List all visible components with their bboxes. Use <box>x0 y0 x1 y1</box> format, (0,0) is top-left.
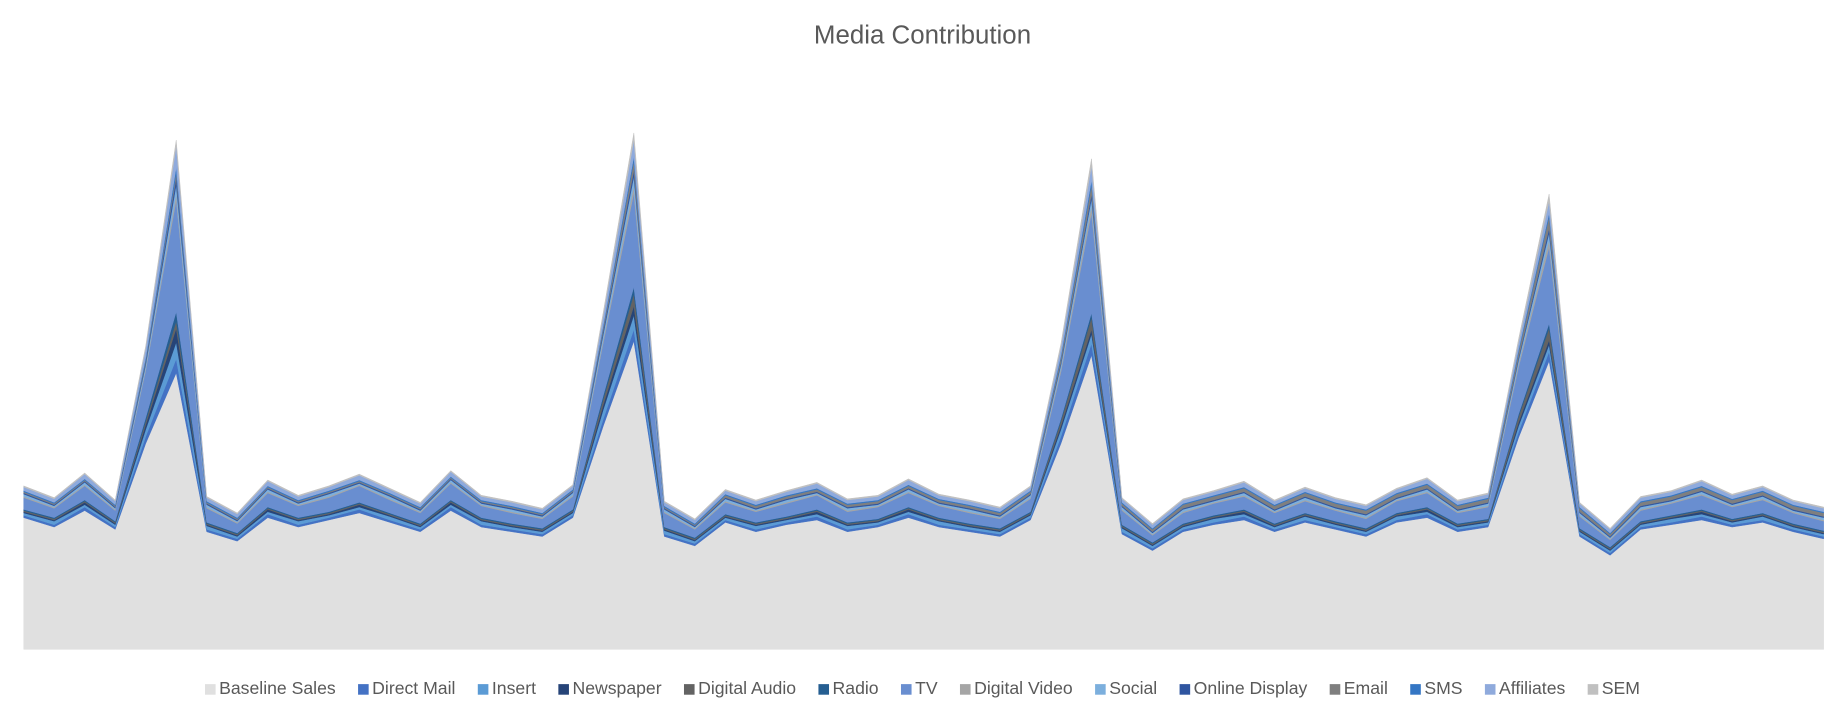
legend-swatch <box>1587 684 1599 695</box>
legend-text: SEM <box>1602 678 1640 698</box>
legend-text: Direct Mail <box>372 678 455 698</box>
legend-swatch <box>900 684 912 695</box>
area <box>23 132 1824 530</box>
legend-swatch <box>1179 684 1191 695</box>
legend-text: SMS <box>1424 678 1462 698</box>
legend: Baseline Sales Direct Mail Insert Newspaper… <box>205 678 1640 698</box>
legend-swatch <box>205 684 216 695</box>
legend-item: Social <box>1095 678 1157 698</box>
legend-item: Affiliates <box>1484 678 1566 698</box>
legend-swatch <box>558 684 569 695</box>
legend-swatch <box>477 684 489 695</box>
legend-text: Radio <box>833 678 879 698</box>
legend-text: Social <box>1109 678 1157 698</box>
legend-text: Online Display <box>1194 678 1308 698</box>
legend-item: Baseline Sales <box>205 678 336 698</box>
legend-text: Email <box>1344 678 1388 698</box>
legend-swatch <box>683 684 695 695</box>
legend-item: Radio <box>818 678 879 698</box>
legend-item: Email <box>1329 678 1388 698</box>
legend-text: Newspaper <box>572 678 661 698</box>
legend-text: Digital Video <box>974 678 1073 698</box>
legend-swatch <box>1329 684 1341 695</box>
legend-swatch <box>1095 684 1106 695</box>
legend-item: SMS <box>1410 678 1463 698</box>
legend-swatch <box>1484 684 1496 695</box>
chart-title: Media Contribution <box>814 21 1031 49</box>
legend-text: Affiliates <box>1499 678 1565 698</box>
legend-text: Baseline Sales <box>219 678 336 698</box>
legend-swatch <box>1410 684 1421 695</box>
legend-item: Digital Video <box>959 678 1073 698</box>
legend-item: Insert <box>477 678 536 698</box>
legend-text: Insert <box>492 678 536 698</box>
legend-text: TV <box>915 678 938 698</box>
legend-swatch <box>959 684 971 695</box>
legend-text: Digital Audio <box>698 678 796 698</box>
plot-area <box>23 132 1824 650</box>
legend-item: Digital Audio <box>683 678 796 698</box>
legend-item: Online Display <box>1179 678 1308 698</box>
legend-item: SEM <box>1587 678 1640 698</box>
legend-swatch <box>358 684 369 695</box>
legend-swatch <box>818 684 830 695</box>
legend-item: TV <box>900 678 938 698</box>
legend-item: Direct Mail <box>358 678 455 698</box>
legend-item: Newspaper <box>558 678 662 698</box>
